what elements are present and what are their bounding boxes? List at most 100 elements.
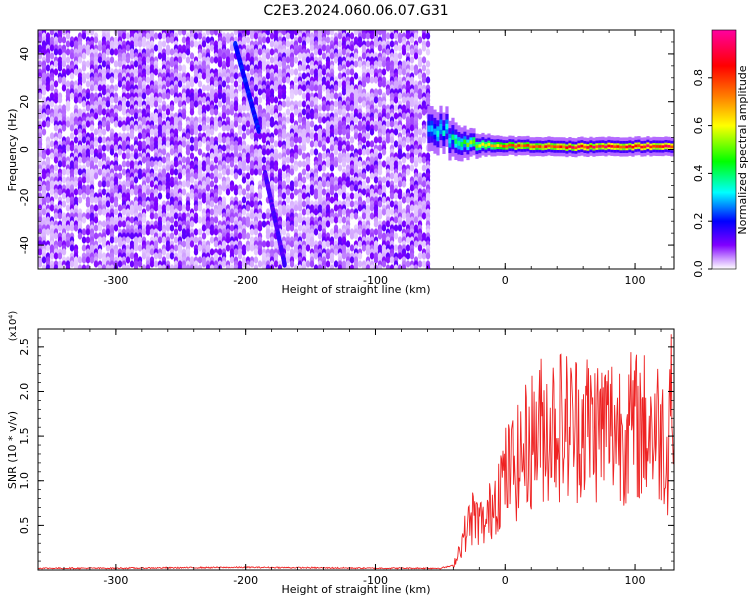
heatmap-band-core bbox=[553, 145, 556, 148]
heatmap-cell bbox=[146, 188, 150, 195]
heatmap-cell bbox=[186, 204, 190, 211]
heatmap-cell bbox=[322, 68, 326, 75]
heatmap-cell bbox=[210, 108, 214, 115]
heatmap-cell bbox=[326, 252, 330, 259]
heatmap-cell bbox=[302, 192, 306, 199]
heatmap-cell bbox=[274, 128, 278, 135]
heatmap-cell bbox=[206, 228, 210, 235]
heatmap-cell bbox=[218, 164, 222, 171]
heatmap-cell bbox=[318, 116, 322, 123]
heatmap-cell bbox=[158, 252, 162, 259]
heatmap-cell bbox=[390, 120, 394, 127]
heatmap-cell bbox=[126, 236, 130, 243]
heatmap-cell bbox=[354, 184, 358, 191]
heatmap-cell bbox=[346, 68, 350, 75]
heatmap-cell bbox=[54, 96, 58, 103]
heatmap-cell bbox=[282, 132, 286, 139]
heatmap-cell bbox=[402, 156, 406, 163]
heatmap-cell bbox=[346, 104, 350, 111]
heatmap-cell bbox=[166, 140, 170, 147]
heatmap-cell bbox=[258, 212, 262, 219]
heatmap-cell bbox=[274, 112, 278, 119]
heatmap-cell bbox=[98, 160, 102, 167]
heatmap-band-core bbox=[496, 144, 499, 147]
heatmap-cell bbox=[290, 32, 294, 39]
heatmap-cell bbox=[58, 64, 62, 71]
heatmap-cell bbox=[214, 240, 218, 247]
heatmap-cell bbox=[178, 172, 182, 179]
heatmap-cell bbox=[66, 168, 70, 175]
heatmap-cell bbox=[230, 144, 234, 151]
heatmap-cell bbox=[414, 264, 418, 271]
heatmap-cell bbox=[102, 180, 106, 187]
y-tick-label: 40 bbox=[18, 47, 31, 61]
heatmap-cell bbox=[258, 192, 262, 199]
heatmap-cell bbox=[202, 224, 206, 231]
heatmap-cell bbox=[46, 184, 50, 191]
heatmap-cell bbox=[302, 168, 306, 175]
heatmap-cell bbox=[98, 252, 102, 259]
heatmap-cell bbox=[46, 108, 50, 115]
heatmap-cell bbox=[198, 264, 202, 271]
heatmap-cell bbox=[310, 132, 314, 139]
heatmap-cell bbox=[186, 48, 190, 55]
heatmap-cell bbox=[342, 216, 346, 223]
x-tick-label: -200 bbox=[233, 574, 258, 587]
heatmap-cell bbox=[422, 108, 426, 115]
heatmap-cell bbox=[402, 96, 406, 103]
heatmap-cell bbox=[338, 216, 342, 223]
heatmap-cell bbox=[302, 176, 306, 183]
heatmap-cell bbox=[66, 48, 70, 55]
heatmap-cell bbox=[150, 160, 154, 167]
heatmap-cell bbox=[70, 132, 74, 139]
heatmap-cell bbox=[142, 156, 146, 163]
heatmap-cell bbox=[126, 160, 130, 167]
heatmap-cell bbox=[326, 160, 330, 167]
heatmap-cell bbox=[282, 28, 286, 35]
heatmap-cell bbox=[234, 80, 238, 87]
heatmap-cell bbox=[286, 100, 290, 107]
heatmap-cell bbox=[174, 264, 178, 271]
heatmap-cell bbox=[238, 116, 242, 123]
heatmap-cell bbox=[70, 72, 74, 79]
heatmap-cell bbox=[66, 264, 70, 271]
heatmap-cell bbox=[162, 40, 166, 47]
heatmap-cell bbox=[82, 236, 86, 243]
heatmap-cell bbox=[250, 260, 254, 267]
heatmap-cell bbox=[178, 28, 182, 35]
heatmap-cell bbox=[286, 188, 290, 195]
heatmap-cell bbox=[362, 188, 366, 195]
heatmap-cell bbox=[146, 76, 150, 83]
heatmap-cell bbox=[226, 76, 230, 83]
heatmap-cell bbox=[114, 200, 118, 207]
heatmap-band-core bbox=[664, 145, 667, 148]
heatmap-cell bbox=[250, 212, 254, 219]
heatmap-cell bbox=[266, 264, 270, 271]
heatmap-cell bbox=[70, 260, 74, 267]
heatmap-cell bbox=[210, 56, 214, 63]
heatmap-cell bbox=[218, 120, 222, 127]
heatmap-band-core bbox=[589, 145, 592, 148]
heatmap-cell bbox=[282, 220, 286, 227]
heatmap-cell bbox=[42, 48, 46, 55]
heatmap-band-core bbox=[517, 144, 520, 147]
colorbar-label: Normalized spectral amplitude bbox=[736, 65, 749, 234]
heatmap-cell bbox=[94, 128, 98, 135]
heatmap-cell bbox=[114, 236, 118, 243]
heatmap-cell bbox=[390, 208, 394, 215]
heatmap-cell bbox=[282, 208, 286, 215]
heatmap-cell bbox=[114, 248, 118, 255]
heatmap-cell bbox=[62, 200, 66, 207]
heatmap-cell bbox=[190, 52, 194, 59]
heatmap-cell bbox=[270, 108, 274, 115]
heatmap-cell bbox=[150, 128, 154, 135]
heatmap-cell bbox=[386, 88, 390, 95]
heatmap-cell bbox=[222, 260, 226, 267]
heatmap-cell bbox=[42, 264, 46, 271]
heatmap-cell bbox=[198, 148, 202, 155]
heatmap-cell bbox=[114, 84, 118, 91]
heatmap-band-core bbox=[598, 145, 601, 148]
heatmap-cell bbox=[282, 164, 286, 171]
heatmap-cell bbox=[122, 152, 126, 159]
heatmap-cell bbox=[410, 64, 414, 71]
